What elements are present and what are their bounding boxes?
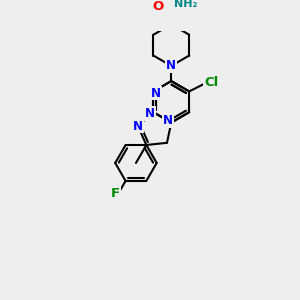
Text: N: N [163, 114, 173, 127]
Text: N: N [145, 107, 155, 120]
Text: N: N [166, 59, 176, 72]
Text: NH₂: NH₂ [174, 0, 198, 9]
Text: F: F [111, 187, 120, 200]
Text: N: N [151, 86, 161, 100]
Text: N: N [133, 120, 143, 133]
Text: Cl: Cl [204, 76, 218, 89]
Text: O: O [152, 0, 164, 13]
